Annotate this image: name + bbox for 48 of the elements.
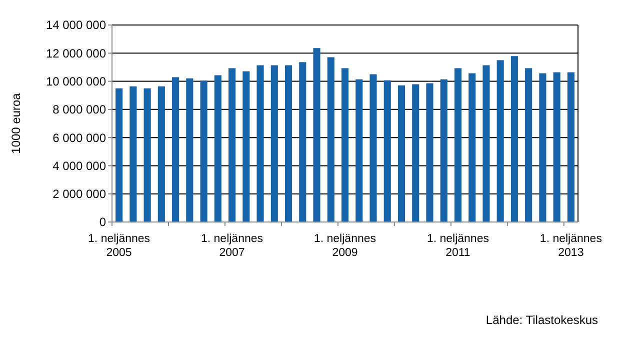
bar — [172, 77, 180, 222]
y-tick-label: 0 — [99, 215, 106, 230]
bar — [398, 85, 406, 222]
bar — [130, 86, 137, 222]
bar — [313, 48, 320, 222]
bar — [426, 83, 434, 222]
bar — [327, 57, 334, 222]
bar — [440, 79, 448, 222]
bar — [299, 62, 306, 222]
bar — [454, 68, 462, 222]
bar — [158, 86, 165, 222]
y-axis-title: 1000 euroa — [9, 92, 23, 154]
y-tick-label: 8 000 000 — [52, 102, 106, 117]
bar — [144, 88, 151, 222]
x-tick-label: 1. neljännes 2007 — [201, 233, 264, 259]
bar — [525, 68, 532, 222]
bar — [384, 80, 391, 222]
y-tick-label: 12 000 000 — [46, 46, 106, 60]
y-tick-label: 10 000 000 — [46, 74, 106, 88]
x-tick-label: 1. neljännes 2013 — [540, 233, 602, 259]
bar — [341, 68, 349, 222]
bar — [468, 73, 476, 222]
bar — [412, 84, 420, 222]
x-tick-label: 1. neljännes 2009 — [314, 233, 376, 259]
bar — [356, 79, 363, 222]
y-tick-label: 14 000 000 — [46, 18, 106, 32]
x-tick-label: 1. neljännes 2005 — [88, 233, 150, 259]
bar — [200, 80, 208, 222]
bar — [270, 65, 278, 222]
bar — [553, 72, 560, 222]
y-tick-label: 6 000 000 — [52, 130, 106, 145]
bar — [116, 88, 123, 222]
y-tick-label: 2 000 000 — [52, 187, 106, 202]
bar — [228, 68, 236, 222]
bar — [482, 65, 490, 222]
bar — [496, 60, 504, 222]
bar — [539, 73, 546, 222]
bar — [256, 65, 264, 222]
text: Lähde: Tilastokeskus — [486, 313, 598, 327]
bar — [370, 74, 377, 222]
bar — [186, 78, 194, 222]
bar — [242, 71, 250, 222]
bar — [567, 72, 574, 222]
y-tick-label: 4 000 000 — [52, 158, 106, 173]
bar — [284, 65, 292, 222]
bar — [214, 75, 222, 222]
x-tick-label: 1. neljännes 2011 — [426, 233, 490, 259]
bar — [510, 56, 518, 222]
